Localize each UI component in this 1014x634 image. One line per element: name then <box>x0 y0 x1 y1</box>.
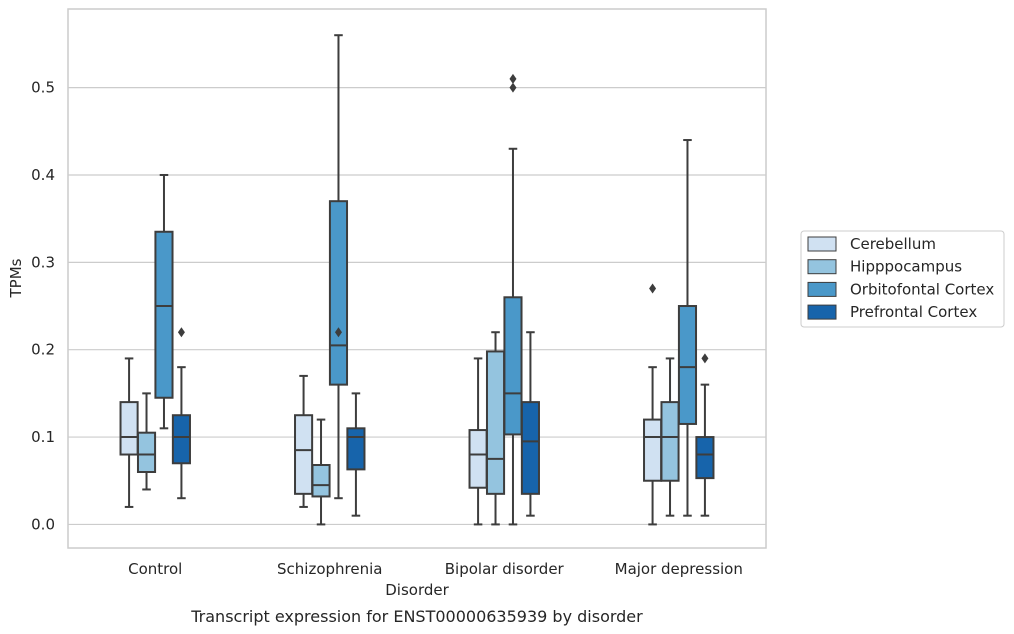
legend: Cerebellum Hipppocampus Orbitofontal Corte… <box>800 230 1005 328</box>
box-body <box>136 431 157 473</box>
outlier-point <box>649 283 657 294</box>
box-body <box>695 436 715 480</box>
x-tick-labels: Control Schizophrenia Bipolar disorder Majo… <box>128 560 743 578</box>
box-3-2 <box>677 139 698 517</box>
box-1-0 <box>294 374 314 508</box>
legend-label: Prefrontal Cortex <box>850 303 977 321</box>
y-axis-label: TPMs <box>7 258 25 298</box>
y-tick-label: 0.4 <box>31 166 55 184</box>
box-body <box>660 401 680 482</box>
box-body <box>346 427 366 471</box>
chart-caption: Transcript expression for ENST0000063593… <box>190 607 643 626</box>
outlier-point <box>509 73 517 84</box>
legend-label: Cerebellum <box>850 235 936 253</box>
outlier-point <box>509 82 517 93</box>
box-2-0 <box>468 357 488 526</box>
box-0-3 <box>171 327 191 500</box>
legend-label: Hipppocampus <box>850 258 962 276</box>
x-tick-label: Major depression <box>615 560 743 578</box>
box-0-1 <box>136 392 157 491</box>
y-tick-label: 0.0 <box>31 515 55 533</box>
y-tick-labels: 0.0 0.1 0.2 0.3 0.4 0.5 <box>31 79 55 534</box>
y-tick-label: 0.5 <box>31 79 55 97</box>
y-tick-label: 0.3 <box>31 253 55 271</box>
box-1-2 <box>328 34 349 500</box>
box-body <box>311 464 331 498</box>
box-body <box>154 230 174 399</box>
x-axis-label: Disorder <box>385 581 449 599</box>
outlier-point <box>701 353 709 364</box>
box-3-3 <box>695 353 715 517</box>
x-tick-label: Schizophrenia <box>277 560 382 578</box>
box-body <box>468 429 488 489</box>
box-1-3 <box>346 392 366 517</box>
box-body <box>171 414 191 465</box>
box-0-0 <box>119 357 139 508</box>
box-body <box>677 305 698 425</box>
box-body <box>294 414 314 495</box>
outlier-point <box>177 327 185 338</box>
box-body <box>119 401 139 456</box>
box-2-2 <box>503 73 523 526</box>
outlier-point <box>334 327 342 338</box>
legend-swatch <box>807 259 837 275</box>
box-1-1 <box>311 418 331 526</box>
legend-swatch <box>807 304 837 320</box>
legend-label: Orbitofontal Cortex <box>850 280 994 298</box>
legend-swatch <box>807 281 837 297</box>
legend-swatch <box>807 236 837 252</box>
box-body <box>643 418 663 482</box>
x-tick-label: Bipolar disorder <box>445 560 565 578</box>
box-body <box>503 296 523 436</box>
y-tick-label: 0.2 <box>31 341 55 359</box>
box-body <box>328 200 349 386</box>
x-tick-label: Control <box>128 560 182 578</box>
box-body <box>485 350 506 495</box>
box-2-3 <box>520 331 540 517</box>
y-tick-label: 0.1 <box>31 428 55 446</box>
boxes <box>119 34 715 526</box>
box-body <box>520 401 540 495</box>
box-0-2 <box>154 173 174 430</box>
plot-frame <box>67 8 767 549</box>
box-3-1 <box>660 357 680 517</box>
legend-frame <box>800 230 1005 328</box>
